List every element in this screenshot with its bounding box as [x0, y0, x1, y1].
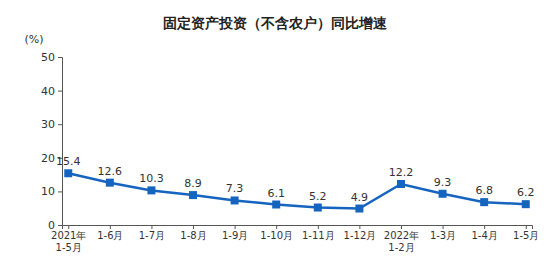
- data-label: 7.3: [226, 182, 244, 195]
- x-tick-label: 1-12月: [344, 230, 377, 241]
- title: 固定资产投资（不含农户）同比增速: [163, 15, 388, 31]
- x-tick-mark: [401, 225, 402, 229]
- x-tick-label: 1-3月: [430, 230, 456, 241]
- x-tick-mark: [359, 225, 360, 229]
- y-tick-mark: [58, 225, 62, 226]
- x-tick-mark: [276, 225, 277, 229]
- x-tick-label: 1-9月: [222, 230, 248, 241]
- x-tick-mark: [484, 225, 485, 229]
- y-tick-mark: [58, 57, 62, 58]
- line: [68, 173, 526, 208]
- marker: [272, 201, 280, 209]
- x-tick-label: 1-11月: [302, 230, 335, 241]
- data-label: 6.2: [517, 186, 535, 199]
- marker: [64, 169, 72, 177]
- y-tick-mark: [58, 191, 62, 192]
- data-label: 12.6: [98, 165, 123, 178]
- y-tick-label: 40: [41, 85, 55, 98]
- x-tick: 1-8月: [180, 225, 206, 241]
- marker: [522, 200, 530, 208]
- marker: [231, 196, 239, 204]
- x-tick-mark: [68, 225, 69, 229]
- x-axis-line: [63, 226, 533, 230]
- x-tick-label: 1-4月: [471, 230, 497, 241]
- y-tick: 40: [41, 85, 62, 98]
- x-tick-label: 1-8月: [180, 230, 206, 241]
- x-tick: 1-6月: [97, 225, 123, 241]
- y-tick-label: 10: [41, 185, 55, 198]
- x-tick-label: 2021年1-5月: [51, 230, 86, 253]
- data-labels: 15.4 12.6 10.3 8.9 7.3 6.1 5.2 4.9 12.2 9.3 6.8 6.2: [56, 155, 535, 203]
- marker: [480, 198, 488, 206]
- x-tick-mark: [110, 225, 111, 229]
- y-tick-mark: [58, 124, 62, 125]
- chart-container: 010203040502021年1-5月1-6月1-7月1-8月1-9月1-10…: [0, 0, 550, 270]
- y-tick-label: 30: [41, 118, 55, 131]
- data-label: 12.2: [389, 166, 414, 179]
- x-tick-mark: [443, 225, 444, 229]
- x-tick: 2022年1-2月: [384, 225, 419, 253]
- data-label: 6.1: [267, 187, 285, 200]
- x-tick: 2021年1-5月: [51, 225, 86, 253]
- x-tick: 1-7月: [139, 225, 165, 241]
- data-label: 10.3: [139, 172, 164, 185]
- data-label: 5.2: [309, 190, 327, 203]
- chart-svg: 010203040502021年1-5月1-6月1-7月1-8月1-9月1-10…: [0, 0, 550, 270]
- marker: [147, 186, 155, 194]
- y-tick-mark: [58, 91, 62, 92]
- marker: [355, 205, 363, 213]
- y-tick: 10: [41, 185, 62, 198]
- x-tick-mark: [318, 225, 319, 229]
- x-tick-label: 1-5月: [513, 230, 539, 241]
- x-tick-label: 1-10月: [260, 230, 293, 241]
- marker: [189, 191, 197, 199]
- data-label: 6.8: [475, 184, 493, 197]
- x-tick: 1-3月: [430, 225, 456, 241]
- data-label: 4.9: [351, 191, 369, 204]
- y-tick: 50: [41, 51, 62, 64]
- x-tick: 1-9月: [222, 225, 248, 241]
- x-tick: 1-5月: [513, 225, 539, 241]
- x-tick-mark: [526, 225, 527, 229]
- data-label: 8.9: [184, 177, 202, 190]
- x-tick-mark: [235, 225, 236, 229]
- series: [64, 169, 530, 212]
- x-tick: 1-4月: [471, 225, 497, 241]
- x-tick: 1-12月: [344, 225, 377, 241]
- data-label: 15.4: [56, 155, 81, 168]
- plot-area: 010203040502021年1-5月1-6月1-7月1-8月1-9月1-10…: [41, 51, 539, 253]
- x-axis: 2021年1-5月 1-6月 1-7月 1-8月 1-9月 1-10月 1-11月 1-12月…: [51, 225, 539, 253]
- y-axis-label: (%): [24, 33, 43, 46]
- y-tick-label: 20: [41, 152, 55, 165]
- marker: [314, 204, 322, 212]
- x-tick-label: 2022年1-2月: [384, 230, 419, 253]
- marker: [397, 180, 405, 188]
- x-tick-label: 1-7月: [139, 230, 165, 241]
- marker: [106, 179, 114, 187]
- x-tick-mark: [193, 225, 194, 229]
- x-tick: 1-11月: [302, 225, 335, 241]
- data-label: 9.3: [434, 176, 452, 189]
- x-tick-mark: [151, 225, 152, 229]
- y-tick: 30: [41, 118, 62, 131]
- x-tick-label: 1-6月: [97, 230, 123, 241]
- marker: [439, 190, 447, 198]
- y-tick-label: 50: [41, 51, 55, 64]
- x-tick: 1-10月: [260, 225, 293, 241]
- y-axis-line: [58, 58, 63, 226]
- y-axis: 01020304050: [41, 51, 63, 232]
